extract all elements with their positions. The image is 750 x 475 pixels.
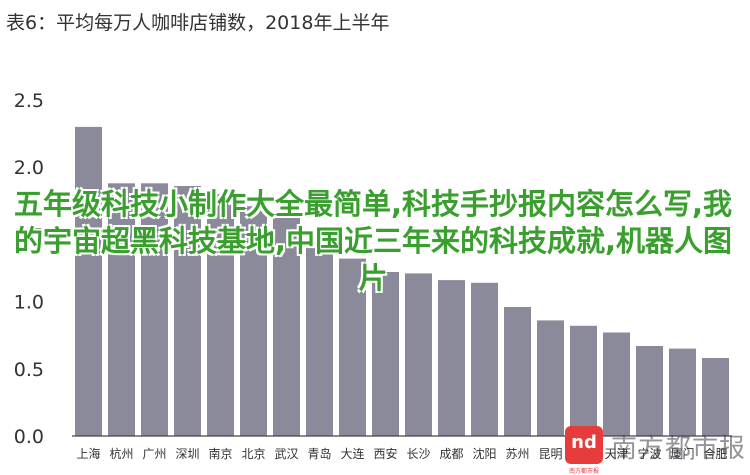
y-tick-label: 2.5 xyxy=(14,90,44,112)
watermark-logo-subtext: 南方都市报 xyxy=(568,468,599,475)
x-tick-label: 沈阳 xyxy=(472,446,496,461)
bar xyxy=(702,358,729,436)
bar xyxy=(273,212,300,436)
x-tick-label: 杭州 xyxy=(109,446,133,461)
x-tick-label: 长沙 xyxy=(406,447,430,461)
bar xyxy=(141,183,168,436)
bar xyxy=(339,258,366,436)
x-tick-label: 成都 xyxy=(439,447,463,461)
bar xyxy=(570,325,597,436)
y-tick-label: 0.0 xyxy=(14,426,44,448)
bar xyxy=(438,280,465,436)
watermark-text: 南方都市报 xyxy=(611,434,747,464)
x-tick-label: 昆明 xyxy=(538,447,562,461)
bar xyxy=(405,273,432,436)
bar xyxy=(372,272,399,436)
watermark-logo-icon: nd xyxy=(565,426,603,464)
bar xyxy=(108,183,135,436)
bar xyxy=(636,346,663,436)
x-tick-label: 宁波 xyxy=(637,446,661,461)
bar xyxy=(537,320,564,436)
x-tick-label: 武汉 xyxy=(274,447,298,461)
bar xyxy=(603,332,630,436)
x-tick-label: 北京 xyxy=(241,447,265,461)
x-tick-label: 厦门 xyxy=(670,446,694,461)
bar xyxy=(240,206,267,436)
bar xyxy=(504,307,531,436)
y-tick-label: 2.0 xyxy=(14,157,44,179)
bars xyxy=(75,126,729,437)
x-tick-label: 广州 xyxy=(142,447,166,461)
x-tick-label: 南京 xyxy=(208,446,232,461)
y-tick-label: 0.5 xyxy=(14,359,44,381)
bar xyxy=(207,194,234,436)
x-tick-label: 苏州 xyxy=(505,447,529,461)
x-tick-label: 大连 xyxy=(340,446,364,461)
y-tick-label: 1.5 xyxy=(14,224,44,246)
x-tick-label: 上海 xyxy=(76,446,100,461)
x-axis-labels: 上海杭州广州深圳南京北京武汉青岛大连西安长沙成都沈阳苏州昆明重庆天津宁波厦门合肥 xyxy=(76,446,727,461)
y-axis-ticks: 0.0 0.5 1.0 1.5 2.0 2.5 xyxy=(14,90,44,448)
x-tick-label: 青岛 xyxy=(307,446,331,461)
bar xyxy=(306,247,333,436)
x-tick-label: 合肥 xyxy=(703,446,727,461)
chart-title: 表6：平均每万人咖啡店铺数，2018年上半年 xyxy=(6,12,390,34)
bar xyxy=(471,282,498,436)
bar xyxy=(669,348,696,436)
overlay-caption: 五年级科技小制作大全最简单,科技手抄报内容怎么写,我的宇宙超黑科技基地,中国近三… xyxy=(13,187,733,295)
x-tick-label: 西安 xyxy=(373,446,397,461)
watermark: nd 南方都市报 南方都市报 xyxy=(561,426,750,475)
bar xyxy=(174,186,201,436)
x-tick-label: 深圳 xyxy=(175,447,199,461)
y-tick-label: 1.0 xyxy=(14,292,44,314)
bar xyxy=(75,126,102,437)
x-tick-label: 天津 xyxy=(604,447,628,461)
